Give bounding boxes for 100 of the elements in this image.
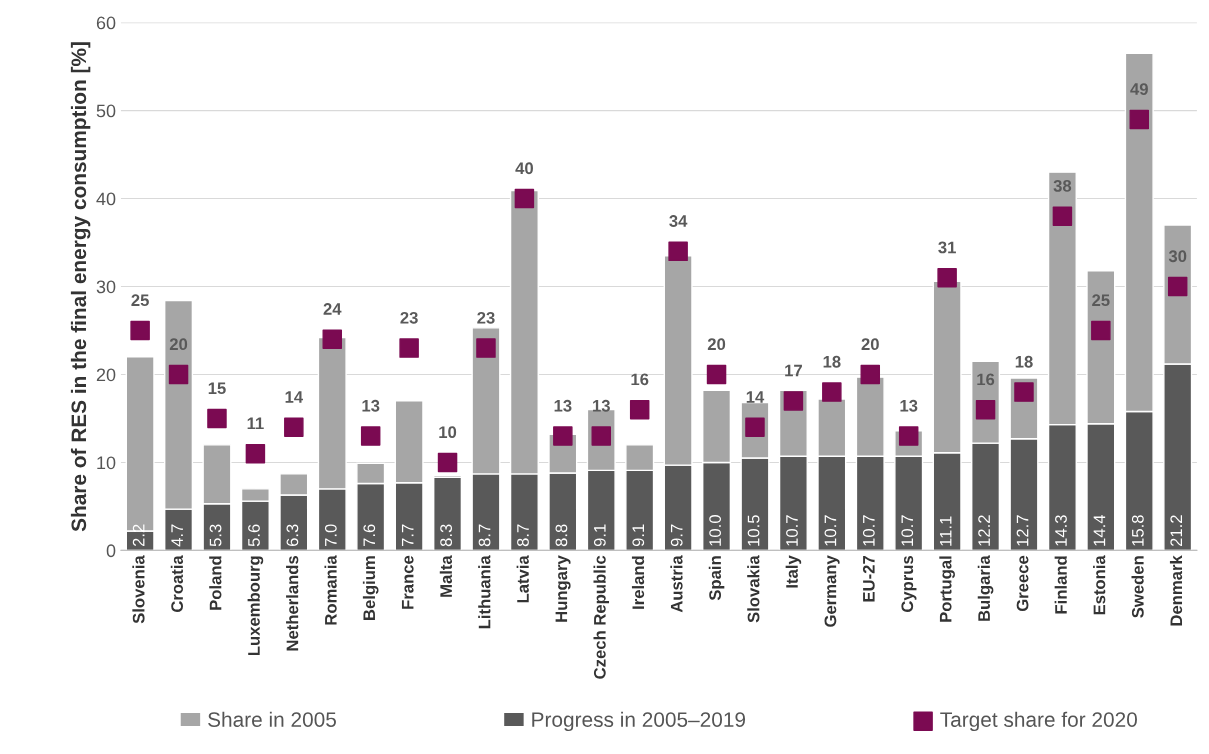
point: [207, 408, 227, 429]
data-label: 12.2: [978, 515, 990, 546]
data-label: 18: [1015, 355, 1033, 368]
data-label: 34: [669, 215, 688, 227]
data-label: 21.2: [1170, 515, 1183, 547]
data-label: 18: [823, 355, 841, 368]
data-label: 40: [515, 162, 533, 175]
data-label: 6.3: [286, 524, 299, 547]
x-tick-label: Czech Republic: [593, 555, 610, 679]
point: [245, 443, 266, 464]
data-label: 14: [285, 391, 304, 403]
x-tick-label: Bulgaria: [977, 555, 994, 621]
point: [860, 364, 881, 385]
y-tick-label: 40: [96, 192, 116, 206]
y-tick-label: 50: [96, 104, 116, 118]
point: [1052, 206, 1073, 226]
x-tick-label: Ireland: [631, 556, 645, 609]
data-label: 24: [323, 303, 342, 315]
data-label: 8.8: [555, 524, 568, 547]
x-tick-label: Belgium: [362, 556, 379, 620]
data-label: 14.3: [1055, 515, 1067, 546]
data-label: 4.7: [171, 524, 183, 547]
data-label: 9.1: [593, 524, 606, 547]
point: [1091, 320, 1111, 341]
point: [629, 399, 650, 420]
data-label: 30: [1168, 250, 1187, 263]
legend-label: Progress in 2005–2019: [532, 711, 746, 732]
data-label: 14.4: [1093, 514, 1106, 546]
data-label: 13: [554, 399, 572, 412]
x-tick-label: Hungary: [555, 555, 571, 622]
point: [284, 417, 304, 438]
x-tick-label: Denmark: [1169, 555, 1183, 626]
point: [168, 364, 189, 385]
data-label: 20: [169, 338, 188, 351]
x-tick-label: Portugal: [939, 556, 955, 622]
data-label: 10.7: [824, 515, 837, 546]
x-tick-label: Lithuania: [478, 555, 491, 629]
y-axis-title: Share of RES in the final energy consumption [%]: [70, 42, 91, 532]
data-label: 16: [631, 373, 649, 386]
point: [783, 391, 804, 411]
data-label: 10: [439, 426, 457, 439]
data-label: 11: [247, 417, 264, 430]
data-label: 13: [900, 399, 918, 412]
data-label: 13: [362, 399, 380, 412]
data-label: 9.1: [632, 524, 645, 547]
data-label: 8.3: [440, 524, 453, 547]
x-tick-label: Austria: [670, 555, 683, 613]
data-label: 11.1: [939, 516, 952, 546]
y-tick-label: 60: [96, 16, 116, 30]
data-label: 7.7: [401, 524, 414, 547]
y-tick-label: 10: [97, 456, 116, 470]
y-tick-label: 30: [96, 280, 116, 294]
point: [476, 338, 496, 358]
x-tick-label: Luxembourg: [247, 556, 264, 656]
data-label: 25: [131, 294, 149, 307]
point: [706, 364, 727, 385]
data-label: 13: [593, 399, 610, 412]
data-label: 20: [861, 338, 879, 351]
data-label: 10.7: [901, 515, 914, 546]
legend-label: Target share for 2020: [940, 711, 1137, 732]
point: [437, 452, 458, 473]
data-label: 5.6: [248, 524, 260, 547]
data-label: 12.7: [1016, 515, 1029, 546]
point: [668, 241, 688, 262]
x-tick-label: Romania: [324, 555, 337, 625]
legend-label: Share in 2005: [208, 711, 336, 727]
data-label: 7.6: [363, 524, 376, 547]
data-label: 15.8: [1131, 515, 1144, 546]
data-label: 5.3: [209, 524, 222, 547]
point: [937, 267, 957, 288]
x-tick-label: Finland: [1054, 556, 1067, 614]
data-label: 15: [208, 382, 226, 395]
data-label: 9.7: [670, 524, 683, 547]
x-tick-label: Spain: [708, 556, 725, 601]
x-tick-label: France: [401, 555, 414, 609]
x-tick-label: Croatia: [170, 555, 184, 613]
x-tick-label: Cyprus: [901, 555, 917, 613]
data-label: 38: [1053, 179, 1072, 192]
y-tick-label: 0: [106, 544, 116, 558]
data-label: 17: [785, 364, 802, 377]
bar: [433, 476, 463, 551]
x-tick-label: Netherlands: [286, 555, 299, 651]
point: [130, 320, 150, 341]
point: [1129, 109, 1150, 130]
x-tick-label: EU-27: [862, 556, 875, 602]
x-tick-label: Italy: [785, 555, 802, 588]
point: [1014, 382, 1034, 402]
data-label: 10.5: [747, 515, 760, 546]
data-label: 23: [400, 311, 418, 324]
data-label: 8.7: [478, 524, 491, 547]
data-label: 10.7: [786, 515, 798, 546]
data-label: 23: [477, 311, 495, 324]
data-label: 25: [1092, 294, 1110, 307]
point: [360, 426, 381, 446]
point: [514, 188, 535, 209]
data-label: 7.0: [324, 524, 337, 547]
x-tick-label: Latvia: [516, 555, 529, 603]
data-label: 2.2: [132, 524, 145, 547]
point: [399, 338, 419, 358]
point: [822, 382, 842, 402]
